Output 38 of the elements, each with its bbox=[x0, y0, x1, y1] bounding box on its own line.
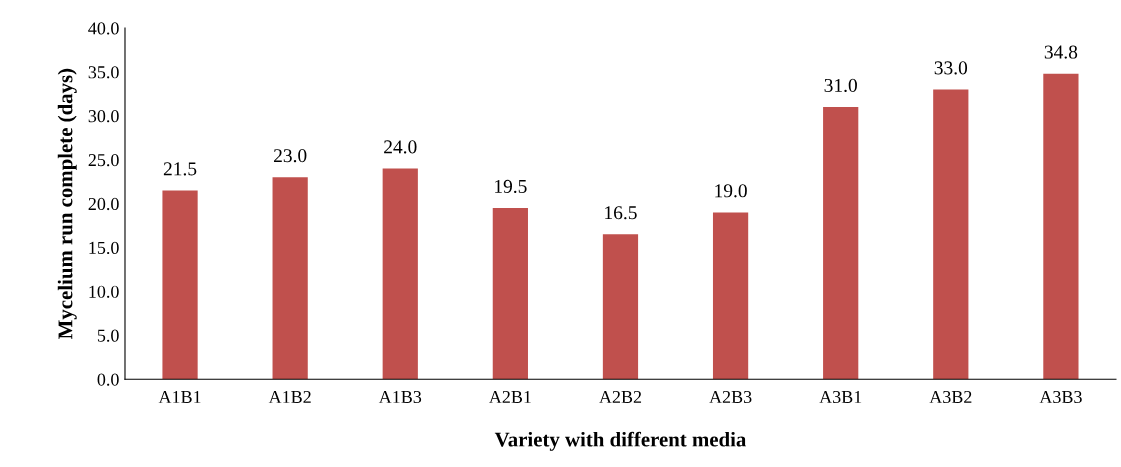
y-tick-label: 0.0 bbox=[97, 373, 119, 386]
data-label: 31.0 bbox=[824, 78, 857, 93]
y-tick-label: 40.0 bbox=[88, 22, 119, 35]
y-tick-label: 5.0 bbox=[97, 329, 119, 342]
bar bbox=[272, 177, 308, 380]
y-axis-title: Mycelium run complete (days) bbox=[57, 68, 77, 339]
x-tick-label: A2B2 bbox=[599, 390, 642, 403]
y-tick-label: 20.0 bbox=[88, 197, 119, 211]
data-label: 23.0 bbox=[273, 149, 307, 163]
x-tick-label: A1B3 bbox=[378, 390, 422, 404]
bar bbox=[1043, 73, 1079, 380]
data-label: 19.5 bbox=[495, 179, 527, 194]
bar bbox=[602, 234, 639, 380]
data-label: 19.0 bbox=[715, 184, 747, 198]
data-label: 33.0 bbox=[934, 61, 968, 75]
data-label: 24.0 bbox=[384, 140, 417, 154]
x-tick-label: A3B3 bbox=[1039, 390, 1082, 404]
data-label: 34.8 bbox=[1044, 45, 1078, 59]
bar bbox=[712, 212, 749, 380]
bar bbox=[382, 168, 418, 380]
y-tick-label: 15.0 bbox=[89, 241, 119, 255]
x-tick-label: A3B2 bbox=[929, 390, 972, 404]
x-tick-label: A2B3 bbox=[709, 390, 752, 404]
bar bbox=[492, 208, 528, 380]
x-tick-label: A3B1 bbox=[819, 390, 862, 404]
x-tick-label: A2B1 bbox=[488, 390, 531, 403]
y-tick-label: 30.0 bbox=[88, 110, 119, 123]
x-axis-title: Variety with different media bbox=[494, 431, 747, 451]
x-tick-label: A1B2 bbox=[268, 390, 311, 403]
data-label: 16.5 bbox=[605, 206, 637, 220]
x-tick-label: A1B1 bbox=[158, 390, 201, 403]
bar bbox=[823, 107, 859, 380]
data-label: 21.5 bbox=[163, 162, 197, 176]
y-tick-label: 35.0 bbox=[88, 66, 119, 79]
y-tick-label: 10.0 bbox=[89, 285, 119, 298]
bar bbox=[162, 190, 198, 380]
bar bbox=[933, 89, 969, 380]
y-tick-label: 25.0 bbox=[88, 153, 119, 167]
